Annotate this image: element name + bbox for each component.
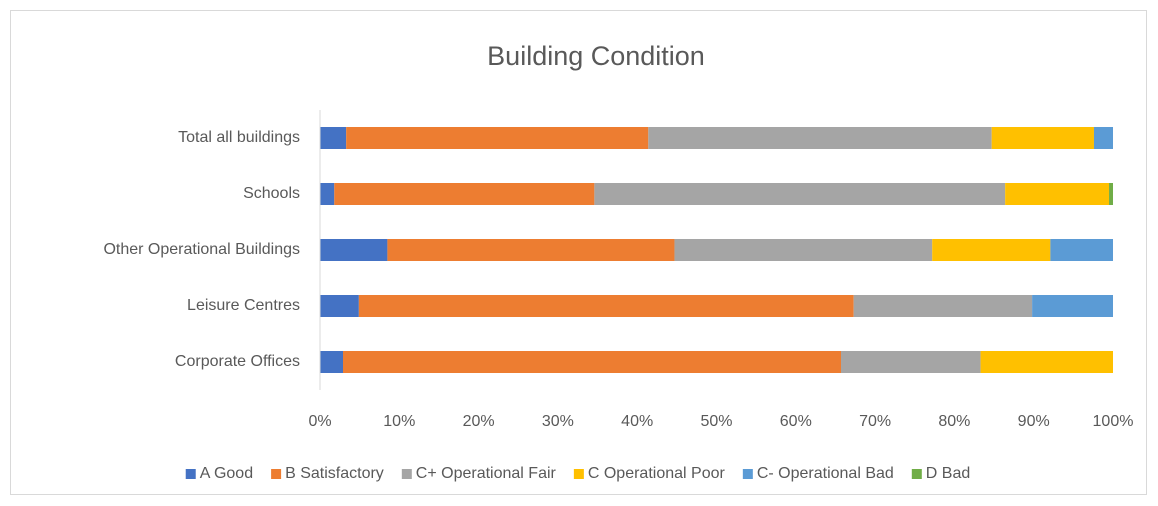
x-tick-label: 70%	[859, 413, 891, 430]
bar-segment	[387, 239, 675, 261]
bar-segment	[334, 183, 595, 205]
legend-label: A Good	[200, 465, 253, 482]
bar-segment	[674, 239, 933, 261]
x-tick-label: 10%	[383, 413, 415, 430]
bar-segment	[932, 239, 1051, 261]
chart-title: Building Condition	[487, 41, 705, 71]
bar-segment	[648, 127, 992, 149]
legend-swatch	[401, 469, 412, 479]
bar-segment	[320, 351, 343, 373]
x-tick-label: 20%	[463, 413, 495, 430]
bar-segment	[1093, 127, 1113, 149]
bar-segment	[320, 239, 388, 261]
y-tick-label: Corporate Offices	[175, 353, 300, 370]
bar-segment	[342, 351, 842, 373]
bar-segment	[991, 127, 1094, 149]
legend-swatch	[271, 469, 282, 479]
y-tick-label: Total all buildings	[178, 129, 300, 146]
legend-swatch	[911, 469, 922, 479]
bar-segment	[980, 351, 1113, 373]
legend-label: C+ Operational Fair	[416, 465, 557, 482]
x-tick-label: 100%	[1093, 413, 1134, 430]
bar-segment	[1050, 239, 1113, 261]
bar-segment	[346, 127, 649, 149]
x-tick-label: 30%	[542, 413, 574, 430]
legend-swatch	[742, 469, 753, 479]
y-tick-label: Schools	[243, 185, 300, 202]
x-tick-label: 90%	[1018, 413, 1050, 430]
bar-segment	[1005, 183, 1110, 205]
legend-label: C Operational Poor	[588, 465, 726, 482]
bar-segment	[1109, 183, 1113, 205]
legend-label: C- Operational Bad	[757, 465, 894, 482]
bar-segment	[594, 183, 1006, 205]
bar-segment	[358, 295, 854, 317]
legend-swatch	[573, 469, 584, 479]
bar-segment	[320, 127, 347, 149]
x-tick-label: 60%	[780, 413, 812, 430]
y-tick-label: Other Operational Buildings	[103, 241, 300, 258]
x-tick-label: 40%	[621, 413, 653, 430]
legend-swatch	[185, 469, 196, 479]
bar-segment	[1032, 295, 1113, 317]
bar-segment	[320, 183, 335, 205]
x-tick-label: 0%	[308, 413, 331, 430]
bar-segment	[841, 351, 981, 373]
x-tick-label: 80%	[938, 413, 970, 430]
legend-label: D Bad	[926, 465, 970, 482]
legend-label: B Satisfactory	[285, 465, 384, 482]
x-tick-label: 50%	[700, 413, 732, 430]
bar-segment	[853, 295, 1033, 317]
bar-segment	[320, 295, 359, 317]
y-tick-label: Leisure Centres	[187, 297, 300, 314]
